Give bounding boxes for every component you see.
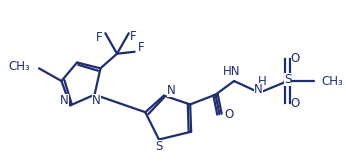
- Text: O: O: [225, 108, 234, 121]
- Text: N: N: [60, 94, 69, 107]
- Text: S: S: [284, 73, 291, 86]
- Text: CH₃: CH₃: [9, 60, 30, 73]
- Text: N: N: [254, 83, 263, 96]
- Text: O: O: [291, 52, 300, 65]
- Text: F: F: [96, 31, 103, 44]
- Text: F: F: [130, 30, 137, 43]
- Text: O: O: [291, 97, 300, 110]
- Text: S: S: [155, 140, 163, 153]
- Text: N: N: [167, 84, 176, 97]
- Text: CH₃: CH₃: [322, 74, 344, 88]
- Text: HN: HN: [222, 65, 240, 78]
- Text: F: F: [138, 41, 145, 54]
- Text: H: H: [258, 75, 267, 89]
- Text: N: N: [92, 94, 101, 107]
